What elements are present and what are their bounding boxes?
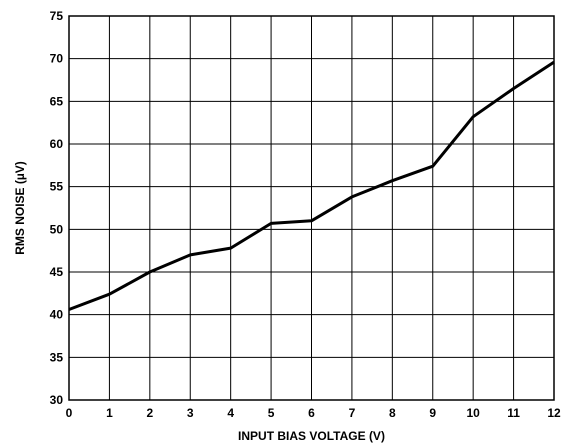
x-tick-label: 4 [227, 406, 234, 420]
y-tick-label: 75 [50, 9, 64, 23]
x-tick-label: 10 [466, 406, 480, 420]
x-axis: 0 1 2 3 4 5 6 7 8 9 10 11 12 [66, 406, 561, 420]
y-tick-label: 55 [50, 180, 64, 194]
y-tick-label: 60 [50, 137, 64, 151]
y-axis-title: RMS NOISE (µV) [13, 161, 27, 255]
y-tick-label: 70 [50, 52, 64, 66]
x-tick-label: 2 [146, 406, 153, 420]
y-tick-label: 45 [50, 265, 64, 279]
x-tick-label: 9 [429, 406, 436, 420]
y-tick-label: 35 [50, 350, 64, 364]
x-tick-label: 7 [349, 406, 356, 420]
series-layer [68, 60, 555, 311]
x-tick-label: 0 [66, 406, 73, 420]
x-tick-label: 1 [106, 406, 113, 420]
x-tick-label: 8 [389, 406, 396, 420]
plot-frame [68, 15, 555, 401]
y-tick-label: 50 [50, 222, 64, 236]
y-axis: 30 35 40 45 50 55 60 65 70 75 [50, 9, 64, 407]
x-tick-label: 6 [308, 406, 315, 420]
y-tick-label: 65 [50, 94, 64, 108]
x-tick-label: 3 [187, 406, 194, 420]
x-tick-label: 12 [547, 406, 561, 420]
y-tick-label: 30 [50, 393, 64, 407]
grid [68, 15, 555, 401]
series-line [68, 60, 555, 311]
x-tick-label: 5 [268, 406, 275, 420]
x-tick-label: 11 [507, 406, 520, 420]
y-tick-label: 40 [50, 308, 64, 322]
x-axis-title: INPUT BIAS VOLTAGE (V) [238, 429, 385, 443]
